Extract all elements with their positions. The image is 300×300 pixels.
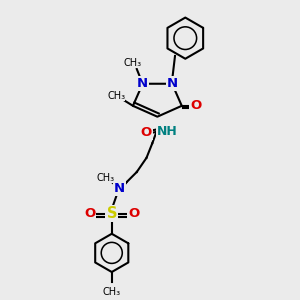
- Text: NH: NH: [157, 125, 177, 138]
- Text: N: N: [167, 77, 178, 90]
- Text: CH₃: CH₃: [103, 287, 121, 297]
- Text: S: S: [106, 206, 117, 221]
- Text: O: O: [84, 207, 95, 220]
- Text: O: O: [128, 207, 140, 220]
- Text: CH₃: CH₃: [107, 91, 125, 101]
- Text: O: O: [141, 126, 152, 139]
- Text: CH₃: CH₃: [96, 173, 114, 183]
- Text: N: N: [137, 77, 148, 90]
- Text: CH₃: CH₃: [123, 58, 141, 68]
- Text: N: N: [114, 182, 125, 195]
- Text: O: O: [190, 99, 201, 112]
